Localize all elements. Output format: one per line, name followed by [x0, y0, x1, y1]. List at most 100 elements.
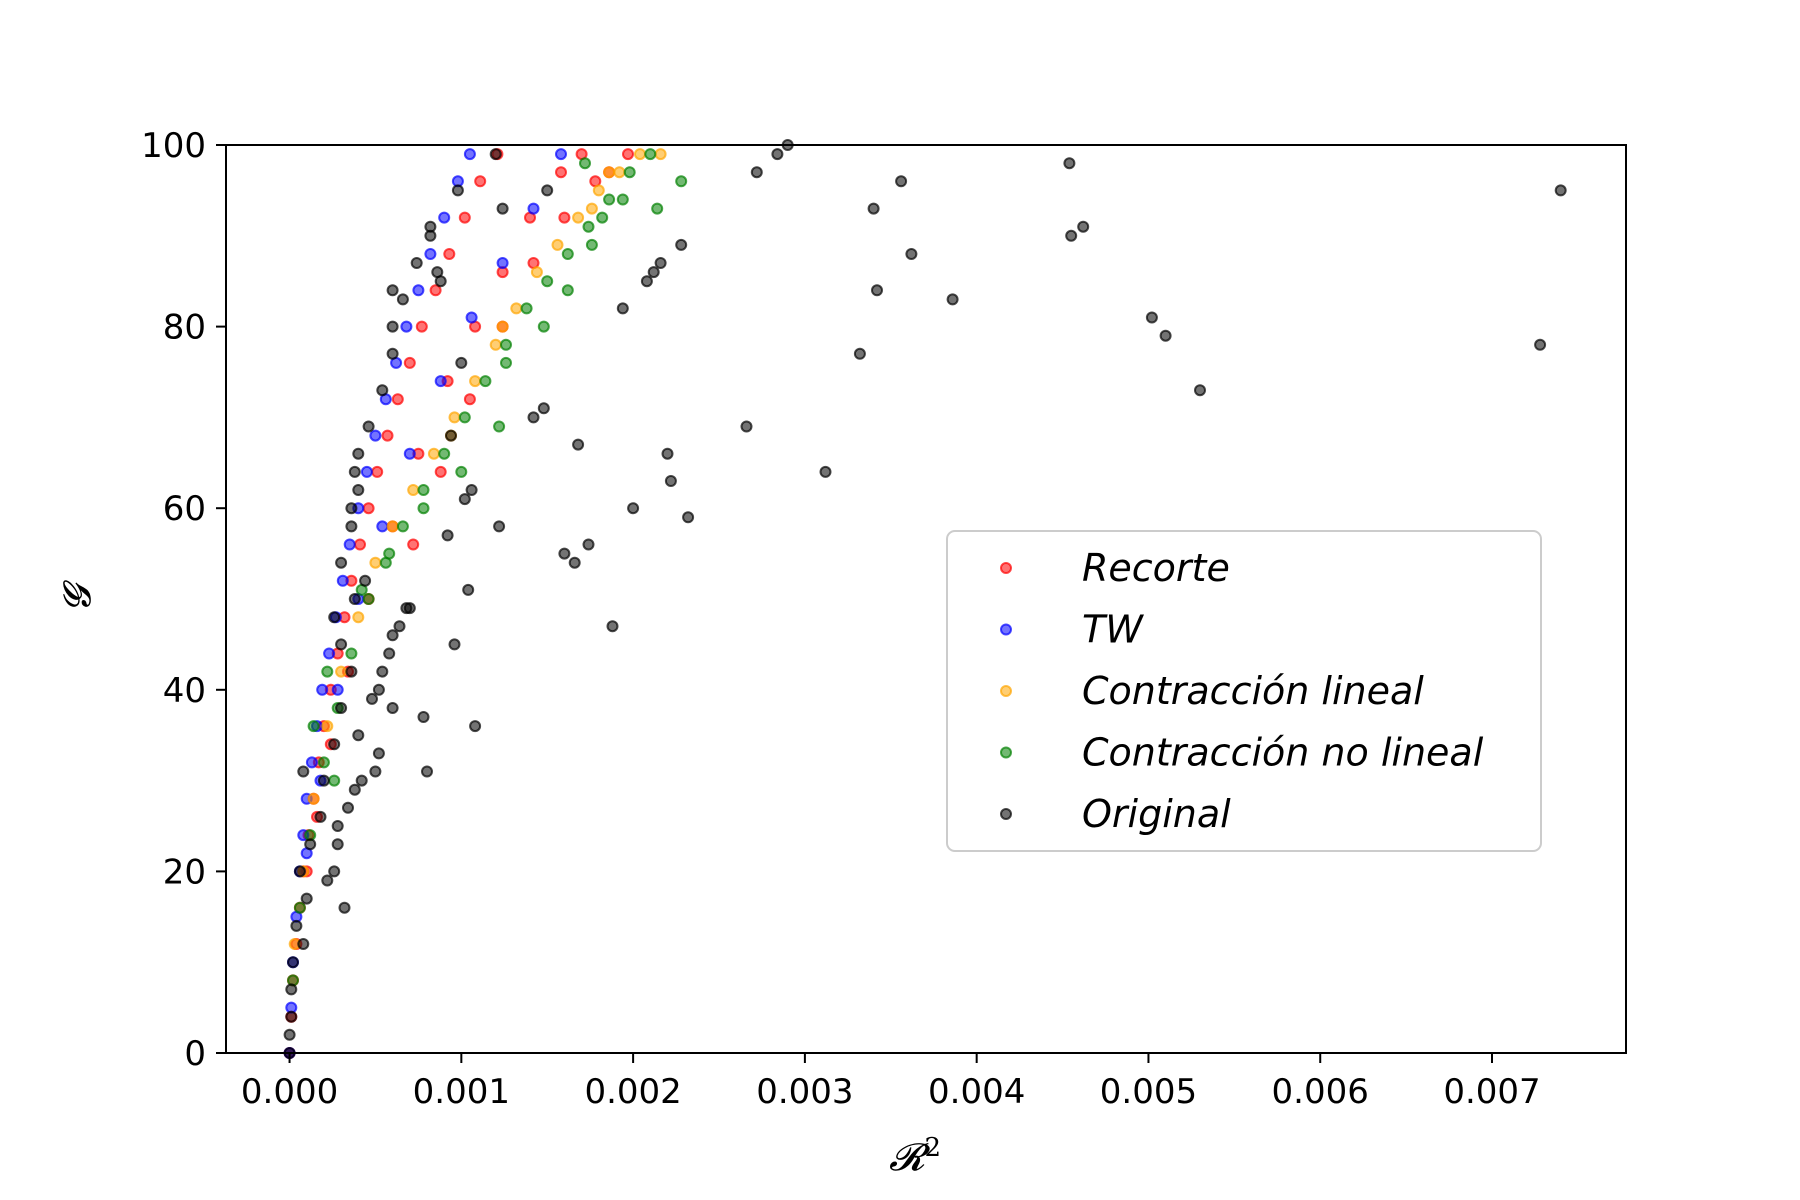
data-point	[434, 465, 447, 478]
data-point	[290, 919, 303, 932]
data-point	[651, 202, 664, 215]
data-point	[348, 783, 361, 796]
legend-marker	[1000, 746, 1012, 759]
data-point	[383, 647, 396, 660]
data-point	[297, 938, 310, 950]
data-point	[317, 774, 330, 787]
data-point	[551, 238, 564, 251]
data-point	[479, 375, 492, 388]
data-point	[448, 411, 461, 424]
data-point	[417, 484, 430, 496]
data-point	[348, 593, 361, 605]
data-point	[474, 175, 487, 188]
data-point	[316, 683, 329, 696]
x-axis-label-main: 𝓡	[889, 1135, 931, 1179]
data-point	[345, 502, 358, 515]
data-point	[1159, 329, 1172, 342]
data-point	[582, 220, 595, 233]
data-point	[592, 184, 605, 197]
y-tick-label: 100	[141, 126, 206, 166]
data-point	[321, 720, 334, 733]
data-point	[561, 284, 574, 297]
data-point	[1063, 157, 1076, 170]
data-point	[345, 665, 358, 678]
data-point	[469, 375, 482, 388]
data-point	[627, 502, 640, 515]
y-tick-label: 20	[163, 852, 206, 892]
legend-marker	[1000, 623, 1012, 636]
data-point	[634, 148, 646, 161]
legend-label: Contracción lineal	[1082, 669, 1424, 713]
data-point	[1194, 384, 1206, 397]
data-point	[445, 429, 457, 442]
data-point	[496, 202, 509, 215]
data-point	[438, 211, 451, 224]
data-point	[283, 1028, 296, 1041]
points-layer	[283, 139, 1567, 1059]
data-point	[1534, 338, 1547, 351]
data-point	[304, 838, 317, 851]
data-point	[352, 611, 365, 624]
legend-items: Recorte TW Contracción lineal Contracción n…	[1000, 546, 1484, 836]
data-point	[362, 593, 375, 605]
legend: Recorte TW Contracción lineal Contracción n…	[946, 530, 1542, 852]
data-point	[410, 257, 423, 269]
legend-label: Original	[1082, 792, 1231, 836]
data-point	[285, 983, 298, 996]
data-point	[572, 438, 585, 451]
data-point	[352, 447, 365, 460]
data-point	[421, 765, 433, 778]
data-point	[541, 275, 554, 288]
data-point	[321, 665, 334, 678]
data-point	[867, 202, 880, 215]
data-point	[371, 465, 384, 478]
data-point	[622, 148, 634, 161]
data-point	[603, 166, 616, 179]
data-point	[348, 465, 361, 478]
data-point	[905, 248, 918, 260]
data-point	[335, 665, 348, 678]
data-point	[530, 266, 543, 279]
data-point	[359, 574, 372, 587]
data-point	[455, 465, 468, 478]
data-point	[750, 166, 763, 179]
data-point	[469, 720, 482, 733]
data-point	[362, 502, 375, 515]
data-point	[853, 347, 866, 360]
data-point	[323, 647, 336, 660]
x-tick-label: 0.002	[584, 1072, 681, 1112]
legend-label: Recorte	[1082, 546, 1230, 590]
data-point	[386, 629, 399, 642]
data-point	[424, 220, 437, 233]
data-point	[360, 465, 373, 478]
data-point	[396, 293, 409, 306]
legend-label: TW	[1082, 608, 1144, 652]
data-point	[335, 556, 348, 569]
data-point	[345, 520, 358, 533]
data-point	[400, 320, 413, 333]
data-point	[664, 475, 677, 487]
data-point	[386, 347, 399, 360]
data-point	[314, 810, 327, 823]
data-point	[362, 420, 375, 433]
data-point	[331, 838, 344, 851]
data-point	[500, 356, 512, 369]
data-point	[417, 711, 430, 723]
data-point	[1554, 184, 1567, 197]
data-point	[307, 720, 320, 733]
data-point	[321, 874, 334, 887]
data-point	[606, 620, 619, 633]
data-point	[383, 547, 396, 560]
data-point	[895, 175, 908, 188]
data-point	[682, 511, 695, 524]
data-point	[613, 166, 626, 179]
data-point	[572, 211, 585, 224]
data-point	[345, 647, 358, 660]
data-point	[343, 538, 356, 551]
data-point	[640, 275, 653, 288]
y-tick-label: 80	[163, 308, 206, 348]
x-tick-label: 0.004	[928, 1072, 1025, 1112]
data-point	[369, 556, 382, 569]
data-point	[427, 447, 440, 460]
